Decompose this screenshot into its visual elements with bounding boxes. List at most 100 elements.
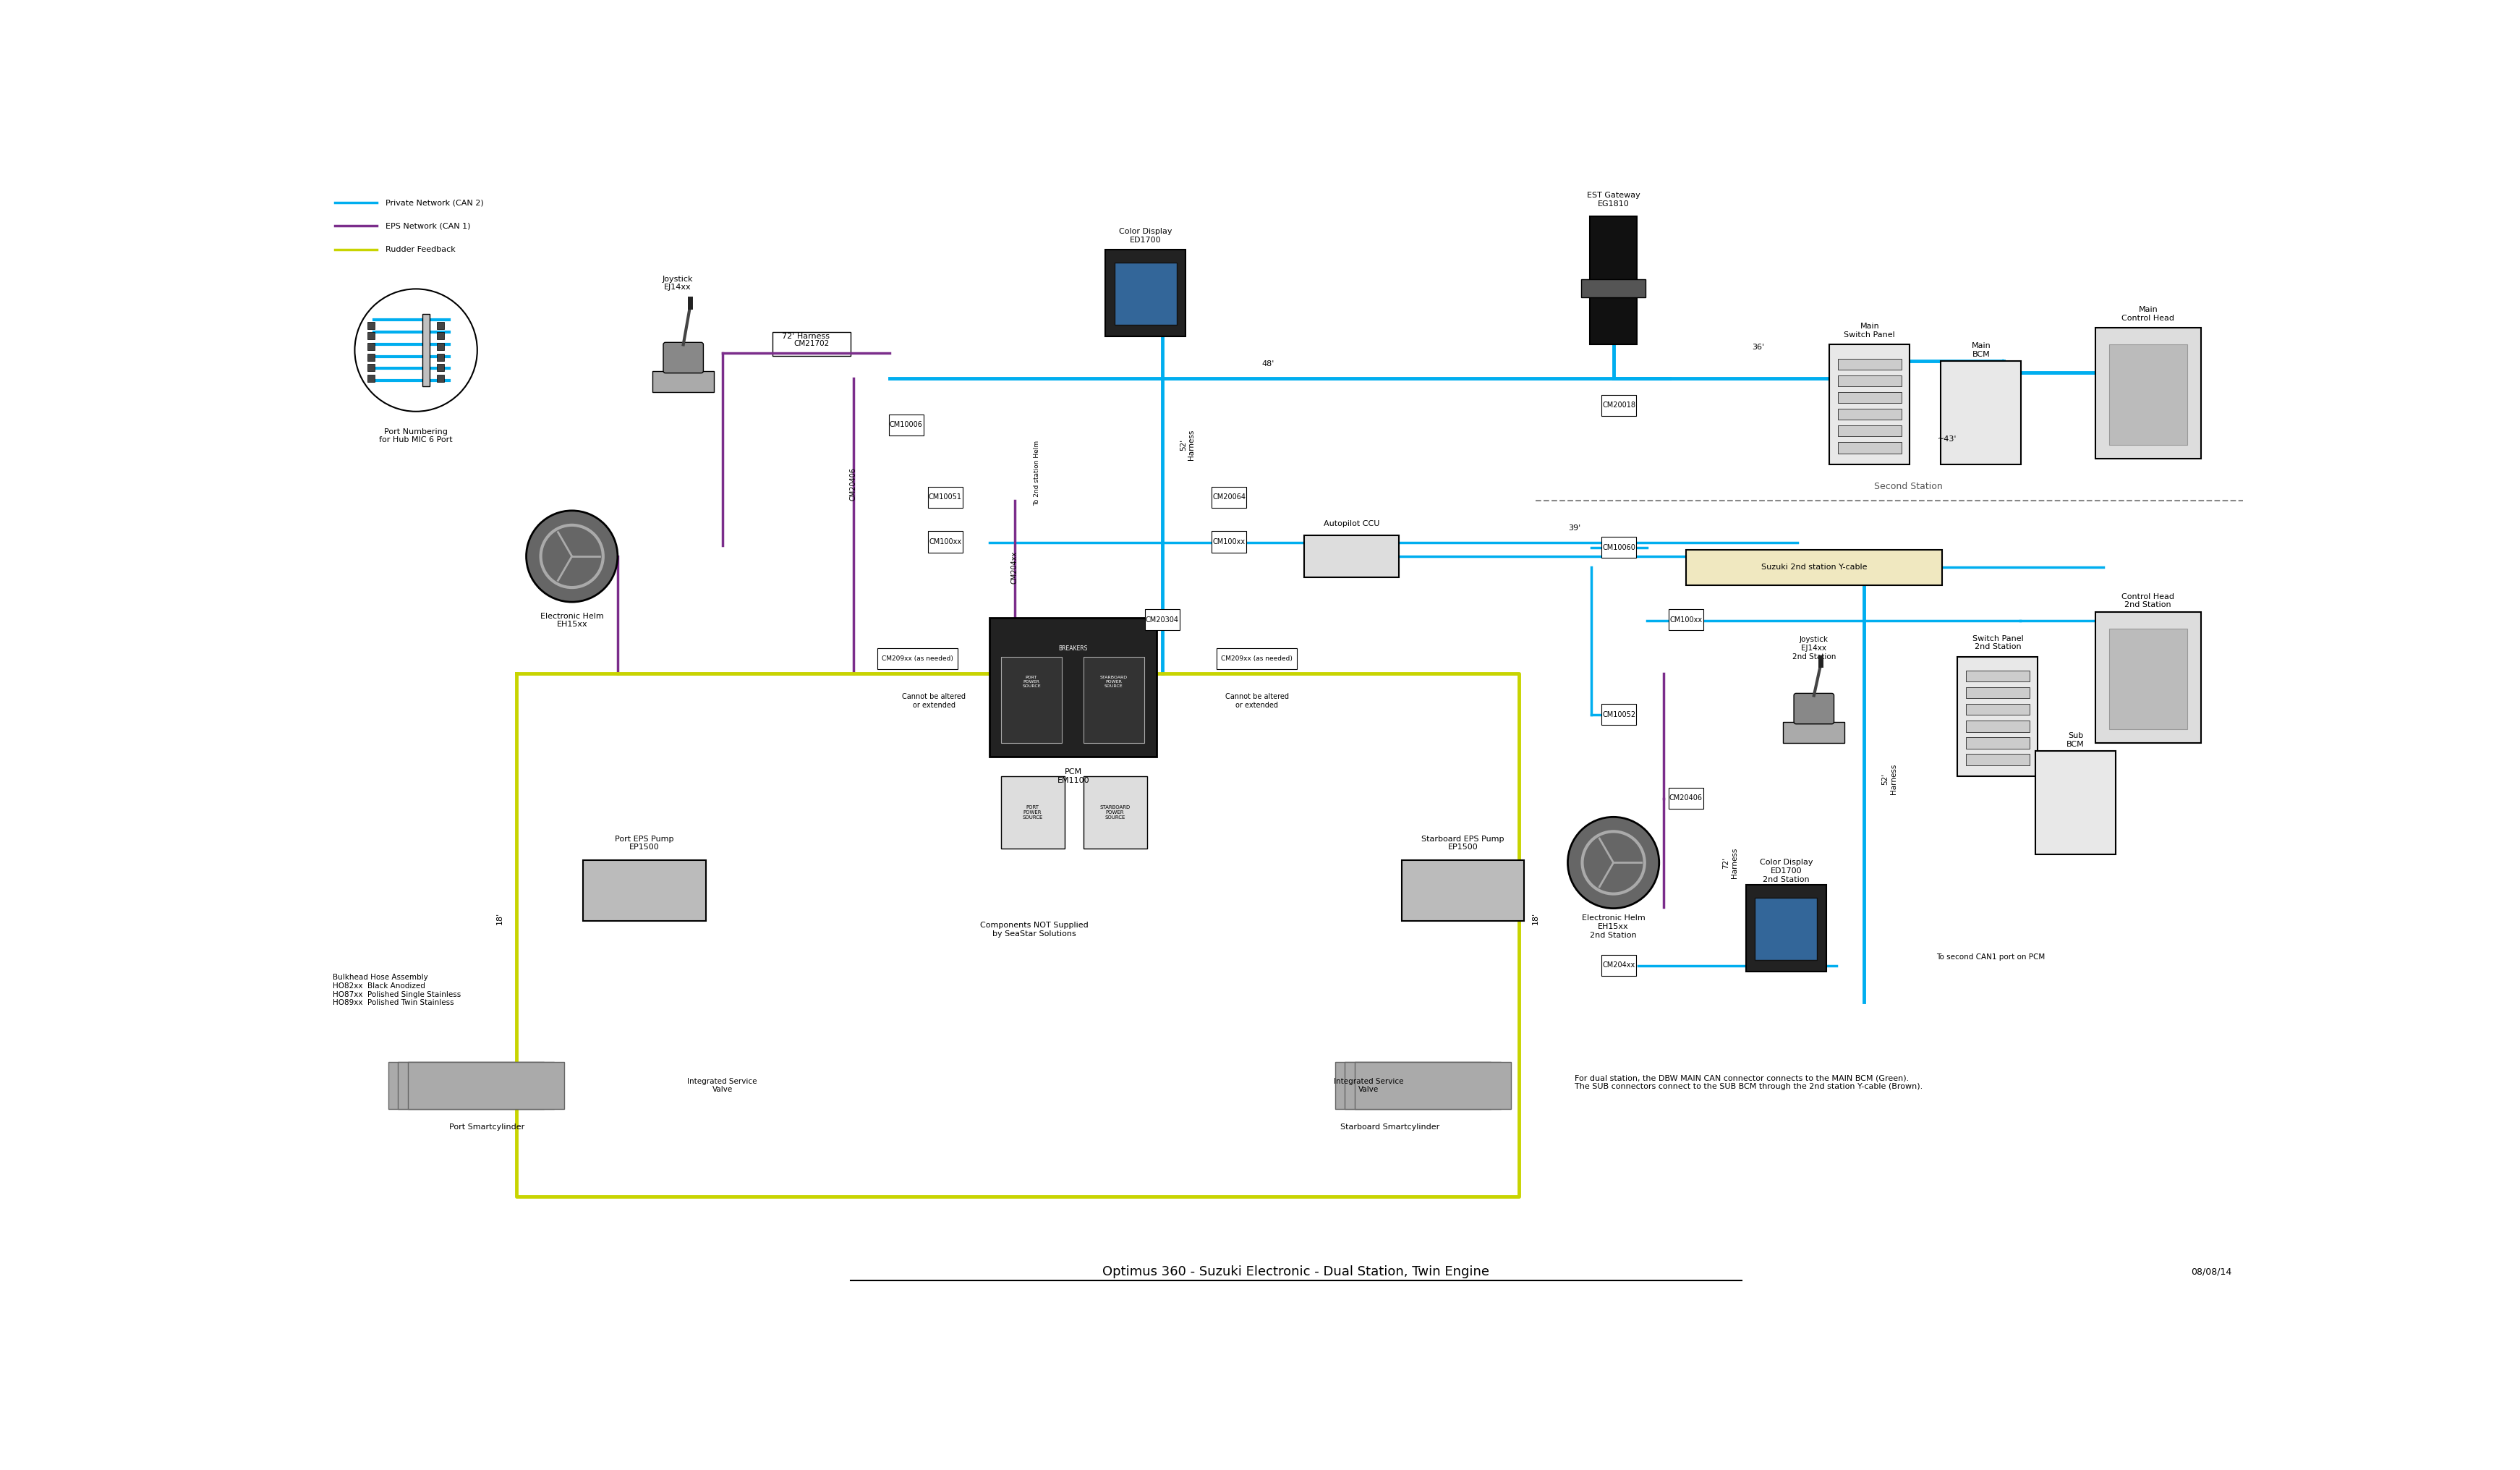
FancyBboxPatch shape <box>1940 362 2021 465</box>
Text: Main
BCM: Main BCM <box>1971 343 1991 359</box>
Text: CM20018: CM20018 <box>1603 401 1635 409</box>
Text: To second CAN1 port on PCM: To second CAN1 port on PCM <box>1935 954 2046 961</box>
Text: 52'
Harness: 52' Harness <box>1882 764 1898 794</box>
Text: 08/08/14: 08/08/14 <box>2190 1267 2233 1277</box>
FancyBboxPatch shape <box>2036 751 2117 854</box>
FancyBboxPatch shape <box>1580 279 1646 297</box>
Text: Integrated Service
Valve: Integrated Service Valve <box>1333 1078 1404 1094</box>
FancyBboxPatch shape <box>398 1063 554 1108</box>
Text: Cannot be altered
or extended: Cannot be altered or extended <box>1225 694 1288 709</box>
Text: Bulkhead Hose Assembly
HO82xx  Black Anodized
HO87xx  Polished Single Stainless
: Bulkhead Hose Assembly HO82xx Black Anod… <box>333 975 461 1007</box>
FancyBboxPatch shape <box>1966 704 2029 714</box>
Text: Main
Control Head: Main Control Head <box>2122 306 2175 322</box>
FancyBboxPatch shape <box>2109 629 2187 729</box>
FancyBboxPatch shape <box>436 343 444 350</box>
Text: CM21702: CM21702 <box>794 340 829 347</box>
Text: Starboard EPS Pump
EP1500: Starboard EPS Pump EP1500 <box>1421 835 1504 851</box>
FancyBboxPatch shape <box>436 375 444 382</box>
Text: PORT
POWER
SOURCE: PORT POWER SOURCE <box>1023 806 1043 820</box>
FancyBboxPatch shape <box>368 375 375 382</box>
Text: EST Gateway
EG1810: EST Gateway EG1810 <box>1588 193 1641 207</box>
Text: 72'
Harness: 72' Harness <box>1724 847 1739 878</box>
FancyBboxPatch shape <box>1603 954 1635 976</box>
FancyBboxPatch shape <box>1837 392 1903 403</box>
FancyBboxPatch shape <box>990 617 1157 757</box>
Text: Sub
BCM: Sub BCM <box>2066 732 2084 748</box>
FancyBboxPatch shape <box>1346 1063 1502 1108</box>
FancyBboxPatch shape <box>1686 550 1943 585</box>
FancyBboxPatch shape <box>1668 609 1704 631</box>
FancyBboxPatch shape <box>408 1063 564 1108</box>
Text: BREAKERS: BREAKERS <box>1058 645 1089 651</box>
FancyBboxPatch shape <box>1084 776 1147 848</box>
FancyBboxPatch shape <box>663 343 703 373</box>
Text: 3': 3' <box>930 656 937 663</box>
FancyBboxPatch shape <box>1217 648 1298 669</box>
Text: Private Network (CAN 2): Private Network (CAN 2) <box>386 198 484 206</box>
Text: CM209xx (as needed): CM209xx (as needed) <box>882 656 953 662</box>
FancyBboxPatch shape <box>1754 898 1817 960</box>
Text: CM204xx: CM204xx <box>1011 551 1018 584</box>
Text: CM10006: CM10006 <box>890 422 922 428</box>
FancyBboxPatch shape <box>1746 885 1827 972</box>
Text: Rudder Feedback: Rudder Feedback <box>386 245 456 253</box>
FancyBboxPatch shape <box>368 354 375 360</box>
Text: CM20064: CM20064 <box>1212 494 1245 501</box>
Text: 18': 18' <box>496 911 504 925</box>
FancyBboxPatch shape <box>436 332 444 340</box>
FancyBboxPatch shape <box>1837 425 1903 437</box>
FancyBboxPatch shape <box>2109 344 2187 445</box>
FancyBboxPatch shape <box>1106 250 1187 337</box>
Text: STARBOARD
POWER
SOURCE: STARBOARD POWER SOURCE <box>1099 806 1131 820</box>
FancyBboxPatch shape <box>877 648 958 669</box>
FancyBboxPatch shape <box>1837 442 1903 453</box>
FancyBboxPatch shape <box>1144 609 1179 631</box>
FancyBboxPatch shape <box>436 365 444 372</box>
Text: CM10060: CM10060 <box>1603 544 1635 551</box>
Text: Main
Switch Panel: Main Switch Panel <box>1845 323 1895 338</box>
FancyBboxPatch shape <box>1837 375 1903 387</box>
Text: Control Head
2nd Station: Control Head 2nd Station <box>2122 592 2175 609</box>
Text: Joystick
EJ14xx
2nd Station: Joystick EJ14xx 2nd Station <box>1792 637 1835 660</box>
FancyBboxPatch shape <box>436 354 444 360</box>
FancyBboxPatch shape <box>1794 694 1835 723</box>
Text: Color Display
ED1700: Color Display ED1700 <box>1119 228 1172 244</box>
Text: CM209xx (as needed): CM209xx (as needed) <box>1222 656 1293 662</box>
Text: To 2nd station Helm: To 2nd station Helm <box>1033 440 1041 506</box>
Text: Electronic Helm
EH15xx: Electronic Helm EH15xx <box>539 613 605 628</box>
FancyBboxPatch shape <box>1000 776 1066 848</box>
FancyBboxPatch shape <box>2094 328 2200 459</box>
Text: Components NOT Supplied
by SeaStar Solutions: Components NOT Supplied by SeaStar Solut… <box>980 922 1089 938</box>
Text: Electronic Helm
EH15xx
2nd Station: Electronic Helm EH15xx 2nd Station <box>1583 914 1646 939</box>
Text: Second Station: Second Station <box>1875 482 1943 491</box>
Text: Optimus 360 - Suzuki Electronic - Dual Station, Twin Engine: Optimus 360 - Suzuki Electronic - Dual S… <box>1101 1266 1489 1279</box>
Text: Joystick
EJ14xx: Joystick EJ14xx <box>663 275 693 291</box>
FancyBboxPatch shape <box>368 332 375 340</box>
FancyBboxPatch shape <box>1000 657 1061 742</box>
FancyBboxPatch shape <box>368 322 375 329</box>
FancyBboxPatch shape <box>1830 344 1910 465</box>
FancyBboxPatch shape <box>1966 686 2029 698</box>
Text: Suzuki 2nd station Y-cable: Suzuki 2nd station Y-cable <box>1761 564 1867 570</box>
Text: 39': 39' <box>1567 525 1580 532</box>
Text: Port Smartcylinder: Port Smartcylinder <box>449 1123 524 1130</box>
Text: CM10051: CM10051 <box>927 494 963 501</box>
FancyBboxPatch shape <box>1668 788 1704 809</box>
FancyBboxPatch shape <box>1336 1063 1492 1108</box>
FancyBboxPatch shape <box>1966 720 2029 732</box>
FancyBboxPatch shape <box>1356 1063 1512 1108</box>
Circle shape <box>1567 817 1658 908</box>
FancyBboxPatch shape <box>653 370 713 392</box>
Text: PORT
POWER
SOURCE: PORT POWER SOURCE <box>1023 676 1041 688</box>
FancyBboxPatch shape <box>388 1063 544 1108</box>
FancyBboxPatch shape <box>1603 537 1635 559</box>
FancyBboxPatch shape <box>1966 754 2029 766</box>
Text: 18': 18' <box>1532 911 1540 925</box>
FancyBboxPatch shape <box>1603 704 1635 725</box>
Text: ~43': ~43' <box>1938 435 1958 442</box>
Text: CM100xx: CM100xx <box>1668 616 1701 623</box>
Text: 3': 3' <box>1252 656 1260 663</box>
FancyBboxPatch shape <box>890 415 922 435</box>
FancyBboxPatch shape <box>1966 670 2029 682</box>
FancyBboxPatch shape <box>1590 216 1638 344</box>
